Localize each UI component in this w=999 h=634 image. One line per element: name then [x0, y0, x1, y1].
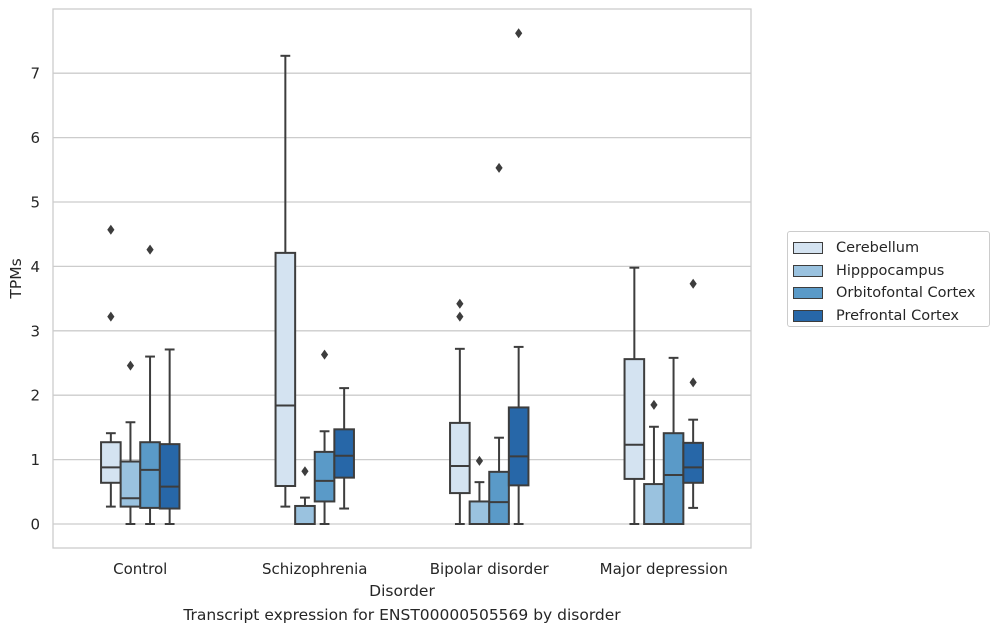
outlier-point: [456, 298, 464, 309]
box-iqr: [313, 450, 336, 503]
x-tick-label-schizophrenia: Schizophrenia: [262, 560, 367, 578]
outlier-point: [320, 349, 329, 360]
outlier-point: [146, 244, 154, 255]
y-tick-label-1: 1: [30, 451, 40, 469]
legend-item-orbitofrontal-cortex: Orbitofontal Cortex: [793, 282, 981, 305]
legend-item-prefrontal-cortex: Prefrontal Cortex: [793, 305, 981, 328]
box-hipppocampus-bipolar-disorder: [468, 455, 491, 525]
box-iqr: [294, 504, 316, 525]
legend-swatch-prefrontal-cortex: [793, 309, 823, 322]
box-iqr: [449, 421, 471, 495]
boxes: [100, 28, 704, 526]
x-axis-label: Disorder: [369, 582, 435, 600]
outlier-point: [689, 278, 697, 289]
box-prefrontal-cortex-bipolar-disorder: [507, 28, 530, 525]
legend-swatch-orbitofrontal-cortex: [793, 287, 823, 300]
y-tick-labels: 0 1 2 3 4 5 6 7: [30, 65, 40, 534]
legend-label-orbitofrontal-cortex: Orbitofontal Cortex: [836, 285, 976, 302]
y-tick-label-4: 4: [30, 258, 40, 276]
box-cerebellum-control: [100, 224, 122, 508]
box-hipppocampus-major-depression: [643, 399, 665, 525]
box-iqr: [507, 406, 530, 487]
box-iqr: [488, 470, 510, 525]
outlier-point: [515, 28, 523, 39]
outlier-point: [475, 455, 484, 466]
outlier-point: [301, 466, 309, 477]
box-orbitofontal-cortex-bipolar-disorder: [488, 162, 510, 525]
box-iqr: [119, 460, 142, 508]
y-tick-label-2: 2: [30, 387, 40, 405]
outlier-point: [456, 311, 464, 322]
box-cerebellum-major-depression: [623, 266, 646, 525]
outlier-point: [107, 224, 115, 235]
box-iqr: [274, 251, 297, 488]
y-tick-label-7: 7: [30, 65, 40, 83]
box-iqr: [662, 432, 685, 526]
box-iqr: [643, 483, 665, 525]
x-tick-label-bipolar-disorder: Bipolar disorder: [430, 560, 550, 578]
legend-item-hippocampus: Hipppocampus: [793, 260, 981, 283]
y-tick-label-0: 0: [30, 516, 40, 534]
box-prefrontal-cortex-control: [158, 348, 181, 525]
y-tick-label-5: 5: [30, 194, 40, 212]
y-tick-label-6: 6: [30, 129, 40, 147]
x-tick-label-control: Control: [113, 560, 167, 578]
box-orbitofontal-cortex-schizophrenia: [313, 349, 336, 525]
box-iqr: [139, 441, 161, 509]
outlier-point: [107, 311, 115, 322]
box-orbitofontal-cortex-major-depression: [662, 356, 685, 526]
outlier-point: [126, 360, 135, 371]
box-hipppocampus-schizophrenia: [294, 466, 316, 525]
box-iqr: [158, 443, 181, 510]
box-hipppocampus-control: [119, 360, 142, 525]
outlier-point: [495, 162, 503, 173]
box-iqr: [468, 500, 491, 525]
box-iqr: [100, 441, 122, 484]
outlier-point: [689, 377, 697, 388]
box-prefrontal-cortex-major-depression: [682, 278, 704, 509]
legend-swatch-cerebellum: [793, 242, 823, 255]
box-cerebellum-bipolar-disorder: [449, 298, 471, 525]
y-tick-label-3: 3: [30, 322, 40, 340]
figure-caption: Transcript expression for ENST0000050556…: [183, 606, 621, 624]
legend-item-cerebellum: Cerebellum: [793, 237, 981, 260]
box-prefrontal-cortex-schizophrenia: [333, 387, 355, 510]
x-tick-labels: Control Schizophrenia Bipolar disorder Majo…: [113, 560, 728, 578]
y-axis-label: TPMs: [7, 258, 25, 299]
legend-swatch-hippocampus: [793, 264, 823, 277]
box-iqr: [333, 428, 355, 479]
legend-label-prefrontal-cortex: Prefrontal Cortex: [836, 307, 959, 324]
legend-label-hippocampus: Hipppocampus: [836, 262, 945, 279]
legend: Cerebellum Hipppocampus Orbitofontal Cor…: [787, 231, 990, 327]
box-cerebellum-schizophrenia: [274, 54, 297, 508]
legend-label-cerebellum: Cerebellum: [836, 240, 920, 257]
outlier-point: [650, 399, 658, 410]
box-iqr: [623, 358, 646, 480]
plot-frame: [52, 8, 752, 549]
x-tick-label-major-depression: Major depression: [600, 560, 728, 578]
box-orbitofontal-cortex-control: [139, 244, 161, 525]
box-iqr: [682, 441, 704, 484]
